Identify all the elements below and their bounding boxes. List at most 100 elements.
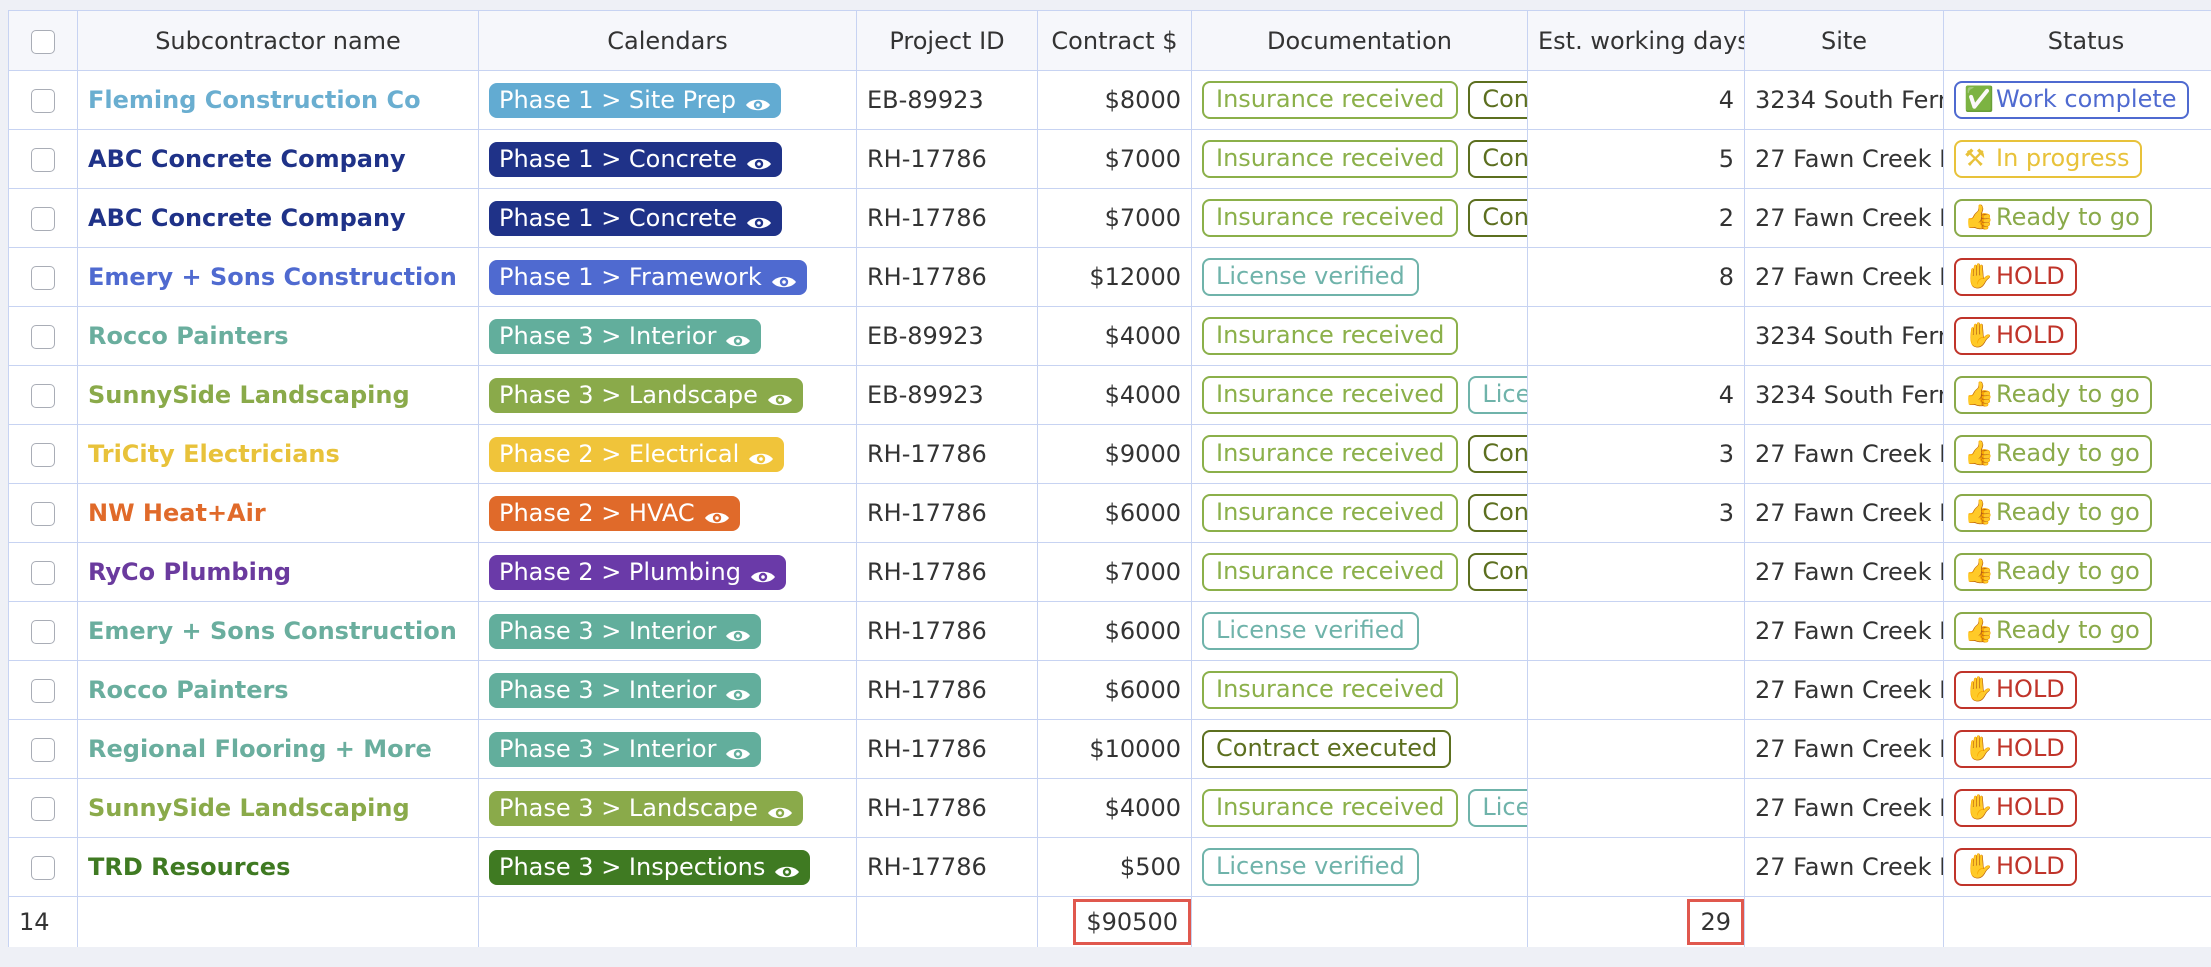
- subcontractor-name[interactable]: Emery + Sons Construction: [88, 617, 457, 645]
- calendar-pill[interactable]: Phase 3 > Inspections: [489, 849, 811, 885]
- documentation-cell[interactable]: License verified: [1191, 837, 1528, 897]
- calendar-cell[interactable]: Phase 3 > Landscape: [478, 365, 857, 425]
- row-checkbox[interactable]: [31, 89, 55, 113]
- row-checkbox[interactable]: [31, 443, 55, 467]
- contract-amount-cell[interactable]: $8000: [1037, 70, 1192, 130]
- site-cell[interactable]: 27 Fawn Creek Road: [1744, 188, 1944, 248]
- contract-amount-cell[interactable]: $6000: [1037, 660, 1192, 720]
- working-days-cell[interactable]: 2: [1527, 188, 1745, 248]
- subcontractor-name-cell[interactable]: Rocco Painters: [77, 306, 479, 366]
- column-header-status[interactable]: Status: [1943, 10, 2211, 71]
- project-id-cell[interactable]: RH-17786: [856, 660, 1038, 720]
- calendar-pill[interactable]: Phase 1 > Concrete: [489, 141, 783, 177]
- status-badge[interactable]: ✋HOLD: [1954, 848, 2077, 886]
- calendar-pill[interactable]: Phase 3 > Landscape: [489, 790, 803, 826]
- contract-amount-cell[interactable]: $7000: [1037, 129, 1192, 189]
- project-id-cell[interactable]: EB-89923: [856, 70, 1038, 130]
- contract-amount-cell[interactable]: $4000: [1037, 778, 1192, 838]
- working-days-cell[interactable]: 3: [1527, 424, 1745, 484]
- subcontractor-name-cell[interactable]: Fleming Construction Co: [77, 70, 479, 130]
- subcontractor-name[interactable]: TriCity Electricians: [88, 440, 340, 468]
- status-badge[interactable]: ✅Work complete: [1954, 81, 2189, 119]
- working-days-cell[interactable]: [1527, 601, 1745, 661]
- subcontractor-name-cell[interactable]: Emery + Sons Construction: [77, 601, 479, 661]
- contract-amount-cell[interactable]: $7000: [1037, 542, 1192, 602]
- status-badge[interactable]: ✋HOLD: [1954, 317, 2077, 355]
- subcontractor-name-cell[interactable]: Emery + Sons Construction: [77, 247, 479, 307]
- eye-icon[interactable]: [767, 386, 793, 405]
- calendar-cell[interactable]: Phase 3 > Inspections: [478, 837, 857, 897]
- subcontractor-name[interactable]: ABC Concrete Company: [88, 204, 406, 232]
- working-days-cell[interactable]: [1527, 719, 1745, 779]
- documentation-cell[interactable]: Contract executed: [1191, 719, 1528, 779]
- documentation-cell[interactable]: Insurance receivedLicense verified: [1191, 778, 1528, 838]
- eye-icon[interactable]: [771, 268, 797, 287]
- subcontractor-name[interactable]: TRD Resources: [88, 853, 291, 881]
- subcontractor-name-cell[interactable]: ABC Concrete Company: [77, 188, 479, 248]
- table-row[interactable]: Fleming Construction Co Phase 1 > Site Pr…: [8, 70, 2211, 130]
- calendar-pill[interactable]: Phase 3 > Interior: [489, 613, 762, 649]
- status-cell[interactable]: 👍Ready to go: [1943, 365, 2211, 425]
- contract-amount-cell[interactable]: $500: [1037, 837, 1192, 897]
- status-badge[interactable]: 👍Ready to go: [1954, 612, 2152, 650]
- documentation-cell[interactable]: Insurance receivedContract executed: [1191, 70, 1528, 130]
- status-badge[interactable]: 👍Ready to go: [1954, 376, 2152, 414]
- site-cell[interactable]: 27 Fawn Creek Road: [1744, 601, 1944, 661]
- contract-amount-cell[interactable]: $6000: [1037, 483, 1192, 543]
- column-header-calendars[interactable]: Calendars: [478, 10, 857, 71]
- subcontractor-name-cell[interactable]: RyCo Plumbing: [77, 542, 479, 602]
- table-row[interactable]: SunnySide Landscaping Phase 3 > Landscape…: [8, 778, 2211, 838]
- eye-icon[interactable]: [725, 681, 751, 700]
- subcontractor-name-cell[interactable]: TriCity Electricians: [77, 424, 479, 484]
- table-row[interactable]: NW Heat+Air Phase 2 > HVAC RH-17786 $6000 In…: [8, 483, 2211, 543]
- contract-amount-cell[interactable]: $12000: [1037, 247, 1192, 307]
- table-row[interactable]: RyCo Plumbing Phase 2 > Plumbing RH-17786 $…: [8, 542, 2211, 602]
- subcontractor-name-cell[interactable]: Regional Flooring + More: [77, 719, 479, 779]
- project-id-cell[interactable]: EB-89923: [856, 365, 1038, 425]
- row-checkbox[interactable]: [31, 679, 55, 703]
- table-row[interactable]: TRD Resources Phase 3 > Inspections RH-177…: [8, 837, 2211, 897]
- row-checkbox[interactable]: [31, 738, 55, 762]
- row-checkbox[interactable]: [31, 384, 55, 408]
- status-badge[interactable]: 👍Ready to go: [1954, 199, 2152, 237]
- status-cell[interactable]: 👍Ready to go: [1943, 542, 2211, 602]
- status-cell[interactable]: ✋HOLD: [1943, 837, 2211, 897]
- site-cell[interactable]: 27 Fawn Creek Road: [1744, 660, 1944, 720]
- status-cell[interactable]: 👍Ready to go: [1943, 188, 2211, 248]
- documentation-cell[interactable]: Insurance receivedContract executed: [1191, 188, 1528, 248]
- row-checkbox[interactable]: [31, 266, 55, 290]
- status-badge[interactable]: ✋HOLD: [1954, 789, 2077, 827]
- project-id-cell[interactable]: RH-17786: [856, 601, 1038, 661]
- status-badge[interactable]: ✋HOLD: [1954, 258, 2077, 296]
- eye-icon[interactable]: [725, 327, 751, 346]
- calendar-pill[interactable]: Phase 1 > Framework: [489, 259, 807, 295]
- status-badge[interactable]: ✋HOLD: [1954, 671, 2077, 709]
- site-cell[interactable]: 27 Fawn Creek Road: [1744, 837, 1944, 897]
- calendar-pill[interactable]: Phase 1 > Concrete: [489, 200, 783, 236]
- subcontractor-name[interactable]: ABC Concrete Company: [88, 145, 406, 173]
- table-row[interactable]: TriCity Electricians Phase 2 > Electrical…: [8, 424, 2211, 484]
- project-id-cell[interactable]: RH-17786: [856, 719, 1038, 779]
- site-cell[interactable]: 27 Fawn Creek Road: [1744, 542, 1944, 602]
- project-id-cell[interactable]: RH-17786: [856, 188, 1038, 248]
- working-days-cell[interactable]: [1527, 542, 1745, 602]
- row-checkbox[interactable]: [31, 561, 55, 585]
- project-id-cell[interactable]: RH-17786: [856, 483, 1038, 543]
- project-id-cell[interactable]: RH-17786: [856, 778, 1038, 838]
- eye-icon[interactable]: [725, 622, 751, 641]
- subcontractor-name[interactable]: SunnySide Landscaping: [88, 381, 410, 409]
- row-checkbox[interactable]: [31, 325, 55, 349]
- eye-icon[interactable]: [746, 150, 772, 169]
- subcontractor-name-cell[interactable]: SunnySide Landscaping: [77, 365, 479, 425]
- status-cell[interactable]: ✋HOLD: [1943, 660, 2211, 720]
- subcontractor-name-cell[interactable]: TRD Resources: [77, 837, 479, 897]
- status-cell[interactable]: ✋HOLD: [1943, 719, 2211, 779]
- status-cell[interactable]: 👍Ready to go: [1943, 424, 2211, 484]
- eye-icon[interactable]: [767, 799, 793, 818]
- contract-amount-cell[interactable]: $10000: [1037, 719, 1192, 779]
- subcontractor-name[interactable]: SunnySide Landscaping: [88, 794, 410, 822]
- eye-icon[interactable]: [746, 209, 772, 228]
- row-checkbox[interactable]: [31, 207, 55, 231]
- column-header-site[interactable]: Site: [1744, 10, 1944, 71]
- working-days-cell[interactable]: 3: [1527, 483, 1745, 543]
